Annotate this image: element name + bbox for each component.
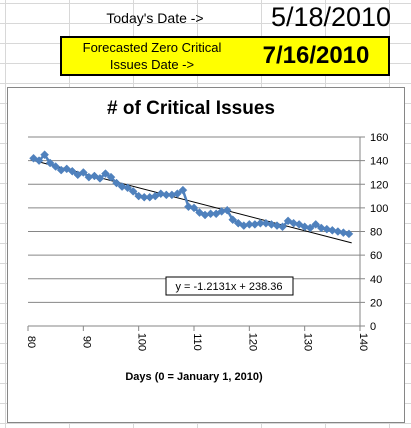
trendline-equation-group: y = -1.2131x + 238.36	[165, 276, 294, 296]
x-tick-label: 130	[302, 333, 314, 351]
data-point[interactable]	[101, 169, 110, 178]
y-tick-label: 20	[370, 297, 382, 309]
tick-labels: 0 20 40 60 80 100 120 140 160 80 90 100 110 120 130 140	[25, 132, 388, 351]
data-point[interactable]	[67, 166, 77, 176]
forecast-label: Forecasted Zero Critical Issues Date ->	[62, 38, 242, 74]
data-point[interactable]	[305, 223, 315, 233]
data-point[interactable]	[228, 215, 238, 225]
y-tick-label: 100	[370, 203, 388, 215]
data-point[interactable]	[128, 186, 138, 196]
today-date-value[interactable]: 5/18/2010	[270, 1, 392, 32]
y-tick-label: 0	[370, 321, 376, 333]
y-tick-label: 160	[370, 132, 388, 144]
data-point[interactable]	[40, 150, 49, 160]
data-point[interactable]	[34, 156, 44, 165]
x-tick-label: 120	[246, 333, 258, 351]
x-tick-label: 80	[25, 336, 37, 348]
data-point[interactable]	[344, 229, 354, 239]
data-point[interactable]	[78, 168, 88, 177]
y-tick-label: 80	[370, 227, 382, 239]
axes	[27, 136, 365, 331]
forecast-date-value[interactable]: 7/16/2010	[262, 42, 370, 69]
chart-area[interactable]: # of Critical Issues 0 20 40 60 80 100 120 140 1…	[7, 87, 405, 423]
x-tick-label: 90	[80, 336, 92, 348]
y-tick-label: 60	[370, 250, 382, 262]
x-tick-label: 140	[357, 333, 369, 351]
forecast-label-line1: Forecasted Zero Critical	[82, 40, 222, 55]
data-point[interactable]	[195, 208, 204, 217]
data-point[interactable]	[106, 172, 116, 182]
series-line	[33, 153, 350, 236]
data-point[interactable]	[112, 178, 121, 188]
data-point[interactable]	[189, 203, 199, 213]
data-point[interactable]	[222, 205, 232, 215]
data-point[interactable]	[123, 183, 132, 193]
data-point[interactable]	[45, 158, 55, 168]
chart-title: # of Critical Issues	[107, 98, 275, 119]
trendline-equation: y = -1.2131x + 238.36	[175, 281, 282, 293]
critical-issues-chart: # of Critical Issues 0 20 40 60 80 100 120 140 1…	[25, 98, 388, 383]
data-point[interactable]	[278, 222, 287, 232]
x-axis-label: Days (0 = January 1, 2010)	[125, 371, 263, 383]
today-date-label: Today's Date ->	[106, 10, 204, 26]
y-tick-label: 120	[370, 179, 388, 191]
y-tick-label: 40	[370, 274, 382, 286]
series-group	[29, 150, 354, 239]
data-point[interactable]	[178, 185, 188, 195]
data-point[interactable]	[95, 173, 105, 183]
data-point[interactable]	[311, 220, 321, 229]
y-tick-label: 140	[370, 156, 388, 168]
x-tick-label: 110	[191, 333, 203, 351]
data-point[interactable]	[173, 189, 182, 199]
trendline-equation-box[interactable]	[165, 276, 294, 296]
forecast-label-line2: Issues Date ->	[109, 57, 195, 72]
forecast-box: Forecasted Zero Critical Issues Date -> …	[60, 36, 390, 76]
x-tick-label: 100	[136, 333, 148, 351]
data-point[interactable]	[51, 162, 61, 171]
